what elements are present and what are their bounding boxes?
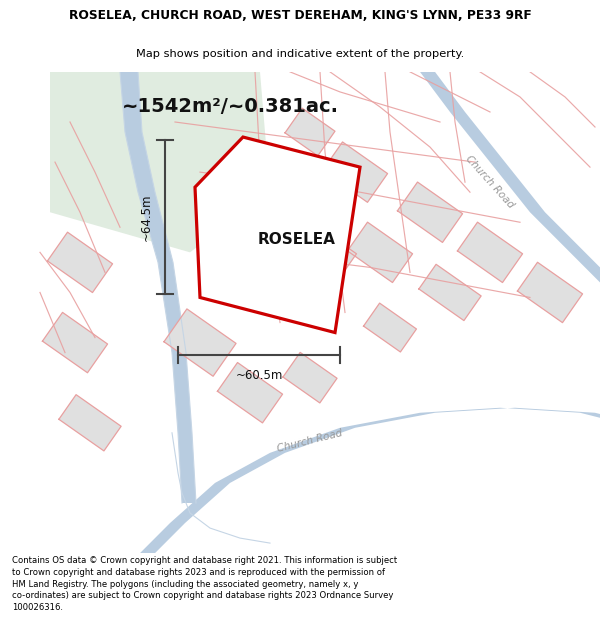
Text: Church Road: Church Road: [276, 428, 344, 454]
Text: ~1542m²/~0.381ac.: ~1542m²/~0.381ac.: [121, 98, 338, 116]
Polygon shape: [120, 72, 196, 503]
Polygon shape: [420, 72, 600, 302]
Polygon shape: [283, 352, 337, 403]
Polygon shape: [195, 137, 360, 332]
Text: ROSELEA: ROSELEA: [257, 232, 335, 247]
Polygon shape: [304, 228, 356, 277]
Polygon shape: [164, 309, 236, 376]
Text: Map shows position and indicative extent of the property.: Map shows position and indicative extent…: [136, 49, 464, 59]
Polygon shape: [50, 72, 270, 253]
Text: Church Road: Church Road: [464, 154, 516, 211]
Polygon shape: [347, 222, 413, 282]
Text: ~60.5m: ~60.5m: [235, 369, 283, 382]
Polygon shape: [517, 262, 583, 322]
Polygon shape: [243, 177, 297, 227]
Polygon shape: [59, 394, 121, 451]
Polygon shape: [140, 408, 600, 553]
Text: Contains OS data © Crown copyright and database right 2021. This information is : Contains OS data © Crown copyright and d…: [12, 556, 397, 612]
Polygon shape: [322, 142, 388, 202]
Polygon shape: [47, 232, 113, 292]
Text: ~64.5m: ~64.5m: [140, 194, 153, 241]
Text: ROSELEA, CHURCH ROAD, WEST DEREHAM, KING'S LYNN, PE33 9RF: ROSELEA, CHURCH ROAD, WEST DEREHAM, KING…: [68, 9, 532, 22]
Polygon shape: [43, 312, 107, 372]
Polygon shape: [285, 108, 335, 156]
Polygon shape: [201, 236, 259, 289]
Polygon shape: [364, 303, 416, 352]
Polygon shape: [419, 264, 481, 321]
Polygon shape: [397, 182, 463, 243]
Polygon shape: [457, 222, 523, 282]
Polygon shape: [217, 362, 283, 423]
